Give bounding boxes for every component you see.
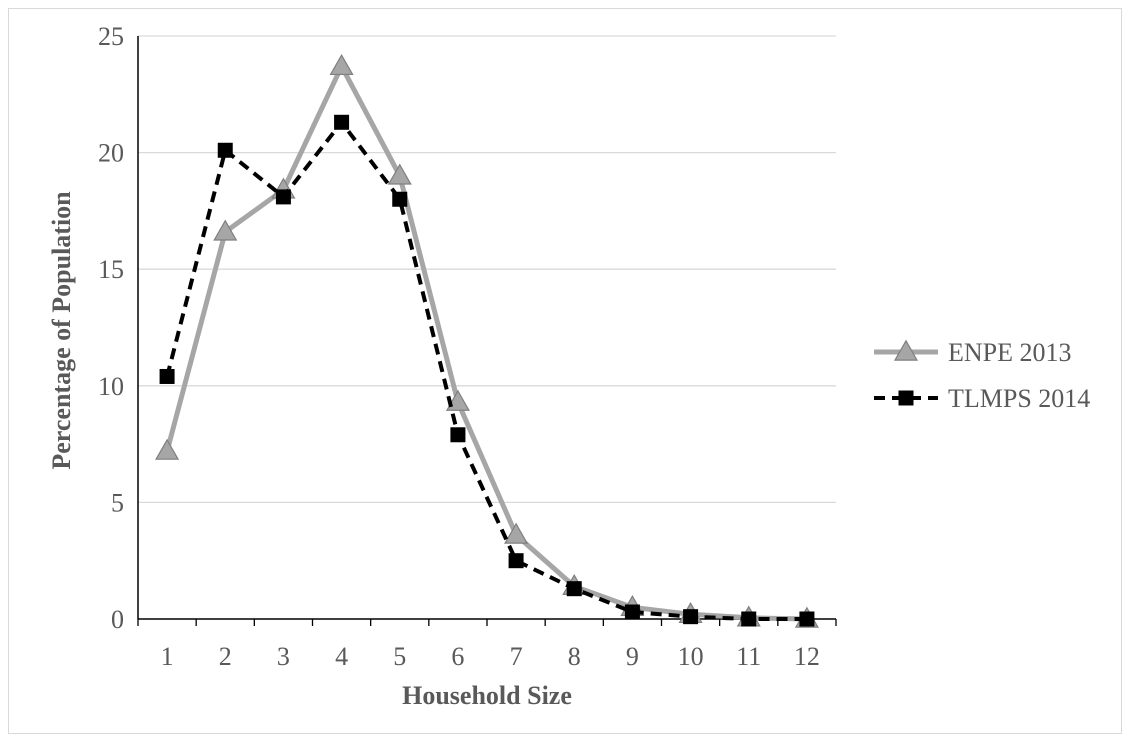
series-layer: [155, 53, 819, 628]
x-tick-label: 3: [277, 642, 290, 671]
data-point: [155, 438, 180, 460]
x-tick-label: 12: [794, 642, 820, 671]
data-point: [334, 114, 350, 130]
legend-marker-enpe-2013: [893, 339, 919, 361]
legend-item-tlmps-2014: TLMPS 2014: [874, 384, 1090, 413]
x-tick-label: 6: [451, 642, 464, 671]
data-point: [508, 553, 524, 569]
x-tick-label: 11: [736, 642, 761, 671]
x-tick-label: 5: [393, 642, 406, 671]
legend-item-enpe-2013: ENPE 2013: [874, 338, 1072, 367]
x-tick-label: 10: [678, 642, 704, 671]
x-axis-title: Household Size: [402, 681, 572, 710]
y-tick-label: 5: [111, 488, 124, 517]
y-tick-label: 25: [98, 22, 124, 51]
y-tick-label: 10: [98, 372, 124, 401]
x-tick-label: 8: [568, 642, 581, 671]
gridlines: [138, 35, 836, 504]
data-point: [799, 611, 815, 627]
x-tick-labels: 1 2 3 4 5 6 7 8 9 10 11 12: [137, 619, 837, 671]
data-point: [741, 611, 757, 627]
x-tick-label: 2: [219, 642, 232, 671]
y-axis-title: Percentage of Population: [47, 191, 76, 470]
legend-marker-tlmps-2014: [898, 390, 914, 406]
x-tick-label: 7: [510, 642, 523, 671]
data-point: [213, 219, 238, 241]
y-tick-label: 0: [111, 605, 124, 634]
data-point: [159, 368, 175, 384]
data-point: [392, 191, 408, 207]
data-point: [566, 581, 582, 597]
y-tick-label: 20: [98, 139, 124, 168]
y-tick-label: 15: [98, 255, 124, 284]
chart-frame: [8, 8, 1122, 734]
data-point: [683, 609, 699, 625]
x-tick-label: 4: [335, 642, 348, 671]
data-point: [450, 427, 466, 443]
data-point: [504, 522, 529, 544]
legend-label-tlmps-2014: TLMPS 2014: [948, 384, 1090, 413]
series-line: [165, 120, 807, 621]
series-line: [164, 63, 807, 622]
data-point: [387, 163, 412, 185]
data-point: [217, 142, 233, 158]
legend: ENPE 2013 TLMPS 2014: [874, 338, 1090, 413]
y-tick-labels: 0 5 10 15 20 25: [98, 22, 124, 634]
data-point: [329, 53, 354, 76]
data-point: [275, 189, 291, 205]
legend-label-enpe-2013: ENPE 2013: [948, 338, 1072, 367]
x-tick-label: 1: [161, 642, 174, 671]
data-point: [624, 604, 640, 620]
x-tick-label: 9: [626, 642, 639, 671]
